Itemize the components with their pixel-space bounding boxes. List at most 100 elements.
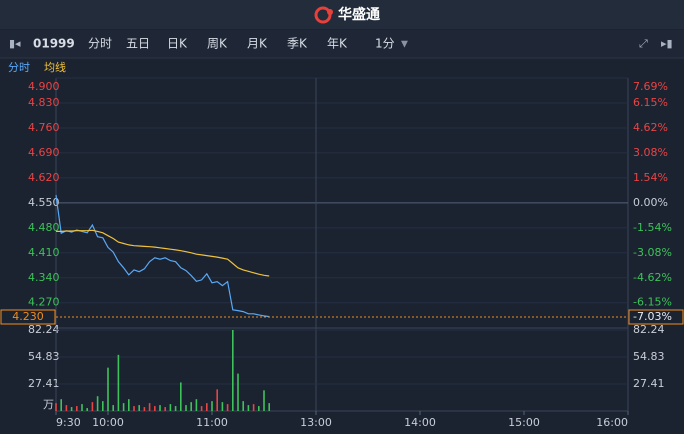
y2-tick-label: -4.62% xyxy=(633,271,672,284)
volume-bar xyxy=(148,403,151,411)
volume-bar xyxy=(268,403,270,411)
y2-tick-label: 4.62% xyxy=(633,121,668,134)
volume-bar xyxy=(133,406,135,411)
y2-tick-label: 0.00% xyxy=(633,196,668,209)
volume-bar xyxy=(180,382,182,411)
y-tick-label: 4.410 xyxy=(28,246,60,259)
fullscreen-icon[interactable]: ⤢ xyxy=(639,37,648,50)
volume-bar xyxy=(221,402,224,411)
volume-bar xyxy=(86,408,88,411)
x-tick-label: 10:00 xyxy=(92,416,124,429)
x-tick-label: 11:00 xyxy=(196,416,228,429)
volume-bar xyxy=(159,405,161,411)
y-tick-label: 4.760 xyxy=(28,121,60,134)
tab[interactable]: 月K xyxy=(247,37,268,51)
volume-tick-label: 82.24 xyxy=(633,323,665,336)
y2-tick-label: 3.08% xyxy=(633,146,668,159)
legend-entry: 分时 xyxy=(8,61,30,74)
collapse-icon[interactable]: ▮◂ xyxy=(9,37,21,50)
volume-bar xyxy=(195,399,198,411)
tab[interactable]: 日K xyxy=(167,37,188,51)
volume-bar xyxy=(138,405,140,411)
x-tick-label: 13:00 xyxy=(300,416,332,429)
volume-bar xyxy=(252,404,255,411)
volume-bar xyxy=(164,407,166,411)
volume-bar xyxy=(107,367,109,411)
volume-bar xyxy=(169,404,172,411)
price-line xyxy=(55,194,270,318)
volume-bar xyxy=(242,401,244,411)
stock-code[interactable]: 01999 xyxy=(33,37,75,51)
volume-bar xyxy=(174,406,177,411)
x-tick-label: 9:30 xyxy=(56,416,81,429)
toolbar xyxy=(0,30,684,58)
y2-tick-label: -3.08% xyxy=(633,246,672,259)
tab[interactable]: 五日 xyxy=(126,37,150,51)
volume-bar xyxy=(70,407,73,411)
y2-tick-label: -1.54% xyxy=(633,221,672,234)
volume-tick-label: 54.83 xyxy=(28,350,60,363)
volume-bar xyxy=(216,389,218,411)
volume-bar xyxy=(60,399,62,411)
header-bar xyxy=(0,0,684,29)
tab[interactable]: 年K xyxy=(327,37,348,51)
y-tick-label: 4.900 xyxy=(28,80,60,93)
interval[interactable]: 1分 xyxy=(375,37,395,51)
volume-bar xyxy=(237,373,239,411)
volume-bar xyxy=(112,405,114,411)
volume-bar xyxy=(117,354,120,411)
y-tick-label: 4.340 xyxy=(28,271,60,284)
volume-bar xyxy=(211,401,213,411)
volume-bar xyxy=(258,406,260,411)
y2-tick-label: 1.54% xyxy=(633,171,668,184)
volume-tick-label: 82.24 xyxy=(28,323,60,336)
y2-tick-label: 7.69% xyxy=(633,80,668,93)
y-tick-label: 4.480 xyxy=(28,221,60,234)
volume-bar xyxy=(122,403,125,411)
volume-bar xyxy=(232,330,234,411)
volume-bar xyxy=(200,406,203,411)
volume-bar xyxy=(96,396,99,411)
y2-tick-label: 6.15% xyxy=(633,96,668,109)
y-tick-label: 4.620 xyxy=(28,171,60,184)
volume-bar xyxy=(55,403,57,411)
last-pct-box xyxy=(628,309,684,325)
volume-bar xyxy=(81,404,83,411)
tab[interactable]: 季K xyxy=(287,37,308,51)
volume-bar xyxy=(226,404,229,411)
volume-tick-label: 27.41 xyxy=(28,377,60,390)
app-title: 华盛通 xyxy=(338,6,380,23)
tab[interactable]: 分时 xyxy=(88,37,112,51)
expand-icon[interactable]: ▸▮ xyxy=(661,37,673,50)
y-tick-label: 4.830 xyxy=(28,96,60,109)
volume-bar xyxy=(190,402,192,411)
dropdown-icon[interactable]: ▼ xyxy=(401,40,408,50)
volume-bar xyxy=(185,405,187,411)
volume-bar xyxy=(263,390,265,411)
volume-bar xyxy=(65,405,68,411)
volume-bar xyxy=(206,403,208,411)
volume-bar xyxy=(76,406,78,411)
y2-tick-label: -6.15% xyxy=(633,296,672,309)
y-tick-label: 4.550 xyxy=(28,196,60,209)
logo-dot xyxy=(327,9,333,15)
x-tick-label: 14:00 xyxy=(404,416,436,429)
y-tick-label: 4.690 xyxy=(28,146,60,159)
volume-bar xyxy=(128,399,130,411)
volume-tick-label: 27.41 xyxy=(633,377,665,390)
tab[interactable]: 周K xyxy=(207,37,228,51)
volume-bar xyxy=(143,407,146,411)
volume-bar xyxy=(91,402,94,411)
price-line xyxy=(56,229,270,277)
legend-entry: 均线 xyxy=(44,60,66,74)
volume-tick-label: 54.83 xyxy=(633,350,665,363)
last-pct-label: -7.03% xyxy=(633,310,672,323)
last-price-box xyxy=(0,309,56,325)
last-price-label: 4.230 xyxy=(12,310,44,323)
volume-unit: 万 xyxy=(43,398,54,411)
x-tick-label: 16:00 xyxy=(596,416,628,429)
y-tick-label: 4.270 xyxy=(28,296,60,309)
volume-bar xyxy=(102,401,104,411)
